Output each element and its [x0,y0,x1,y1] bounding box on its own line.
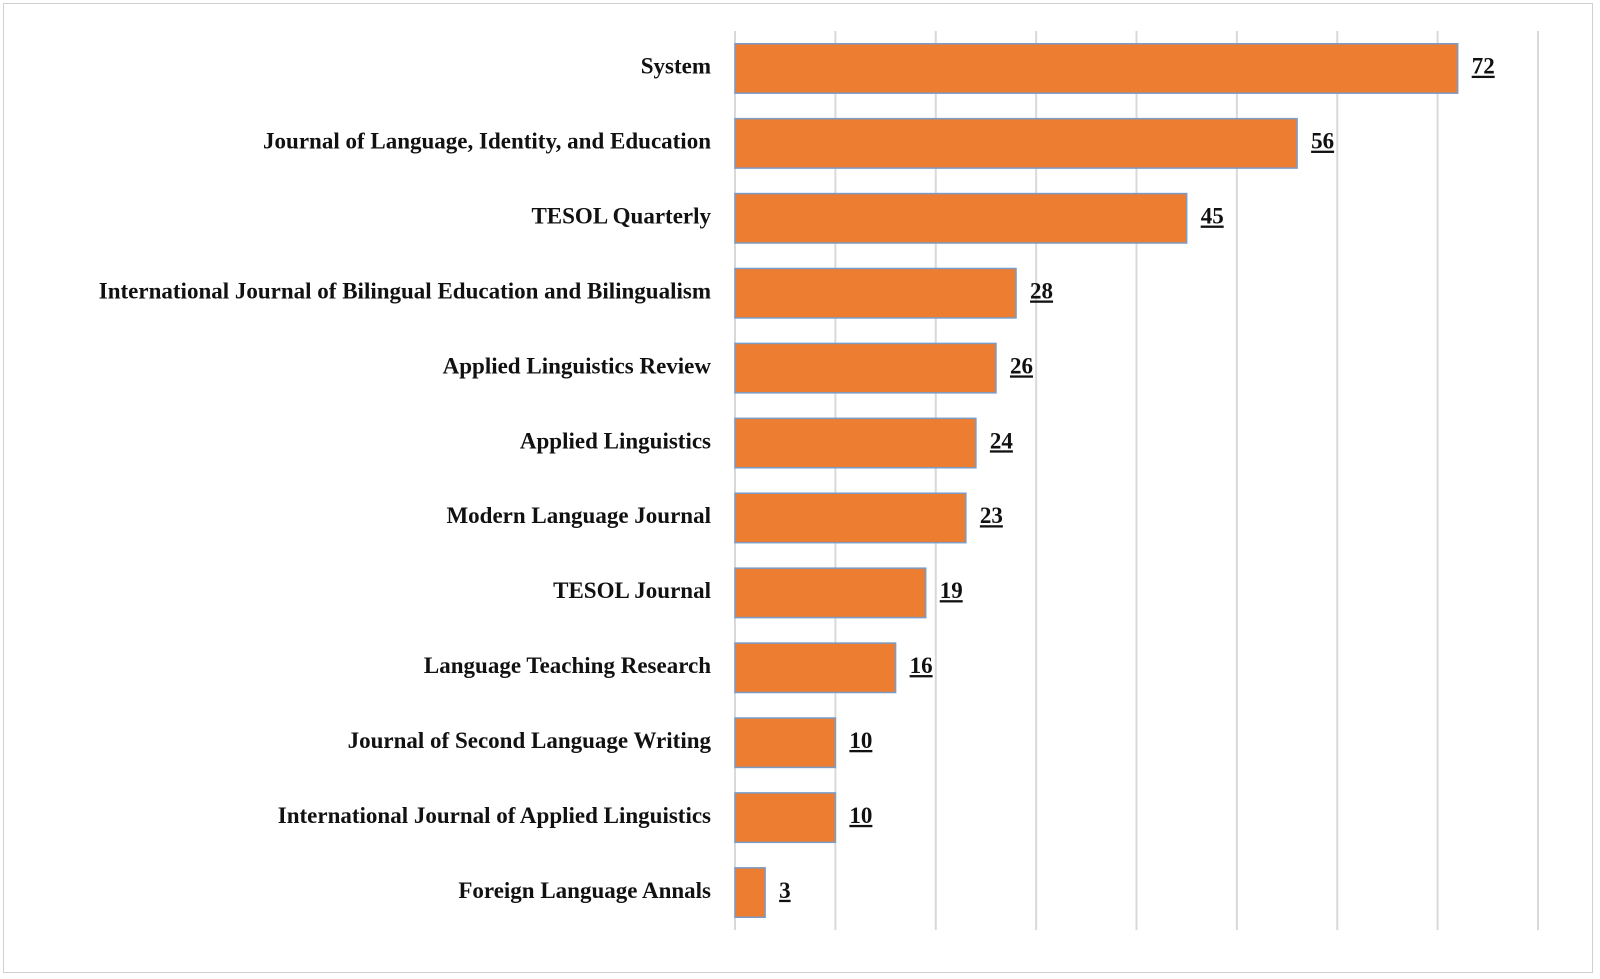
data-label: 56 [1311,129,1334,154]
bar [734,192,1188,244]
category-label: Journal of Second Language Writing [348,728,712,753]
bar [734,792,837,844]
bar [734,342,997,394]
data-label: 23 [980,503,1003,528]
bar [734,42,1459,94]
category-label: TESOL Quarterly [531,204,711,229]
category-label: Modern Language Journal [446,503,711,528]
category-label: Applied Linguistics [520,428,711,453]
data-label: 16 [910,653,933,678]
category-label: Language Teaching Research [424,653,711,678]
bar [734,492,967,544]
bars [734,42,1459,919]
gridlines [734,31,1539,930]
category-label: TESOL Journal [553,578,711,603]
data-label: 3 [779,878,791,903]
category-label: International Journal of Bilingual Educa… [99,278,711,303]
bar [734,567,927,619]
bar-chart: System Journal of Language, Identity, and… [99,31,1539,930]
bar [734,867,766,919]
category-label: Foreign Language Annals [458,878,711,903]
chart-frame: System Journal of Language, Identity, and… [3,3,1593,973]
category-label: Journal of Language, Identity, and Educa… [263,129,711,154]
bar [734,642,897,694]
category-labels: System Journal of Language, Identity, and… [99,54,712,903]
data-label: 10 [849,728,872,753]
data-label: 45 [1201,204,1224,229]
category-label: International Journal of Applied Linguis… [278,803,711,828]
bar [734,417,977,469]
category-label: System [641,54,711,79]
bar [734,117,1298,169]
data-label: 24 [990,428,1014,453]
data-label: 19 [940,578,963,603]
data-label: 26 [1010,353,1033,378]
bar [734,267,1017,319]
data-label: 10 [849,803,872,828]
bar [734,717,837,769]
data-labels: 72 56 45 28 26 24 23 19 16 10 10 3 [779,54,1495,903]
data-label: 72 [1472,54,1495,79]
category-label: Applied Linguistics Review [443,353,712,378]
data-label: 28 [1030,278,1053,303]
